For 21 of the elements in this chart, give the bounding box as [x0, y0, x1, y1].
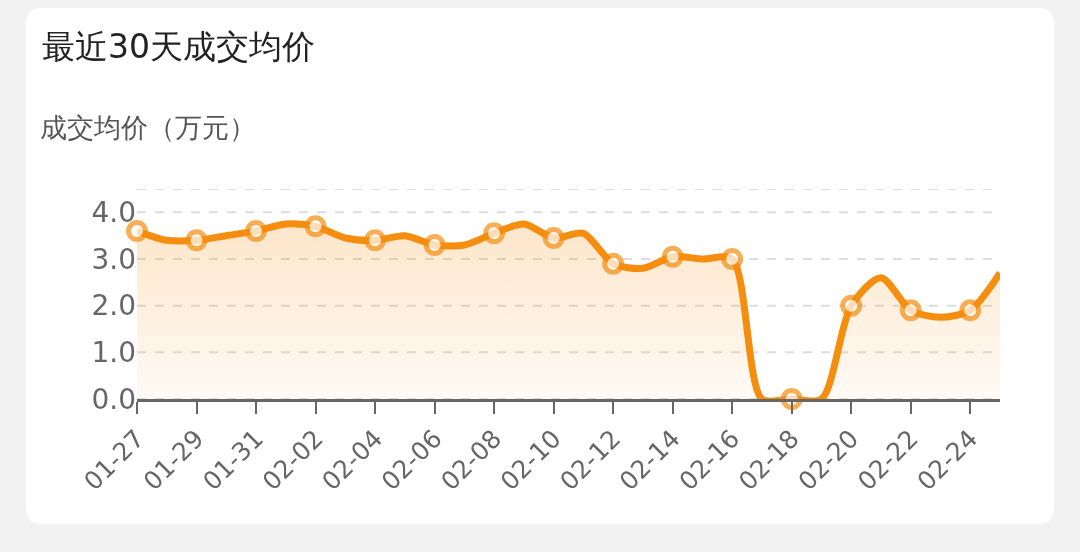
point	[602, 252, 625, 275]
point	[185, 229, 208, 252]
point	[364, 229, 387, 252]
point	[899, 299, 922, 322]
y-tick-label: 3.0	[91, 242, 136, 276]
y-tick-label: 2.0	[91, 289, 136, 323]
point	[959, 299, 982, 322]
point	[542, 227, 565, 249]
point	[245, 220, 268, 242]
y-tick-label: 0.0	[91, 382, 136, 416]
y-tick-label: 1.0	[91, 336, 136, 370]
y-axis-title: 成交均价（万元）	[40, 112, 256, 143]
point	[661, 245, 684, 268]
point	[721, 248, 744, 270]
y-tick-label: 4.0	[91, 196, 136, 230]
point	[423, 234, 446, 256]
point	[304, 215, 327, 238]
point	[840, 294, 863, 317]
point	[126, 220, 148, 242]
point	[483, 222, 506, 245]
chart-title: 最近30天成交均价	[42, 27, 316, 67]
